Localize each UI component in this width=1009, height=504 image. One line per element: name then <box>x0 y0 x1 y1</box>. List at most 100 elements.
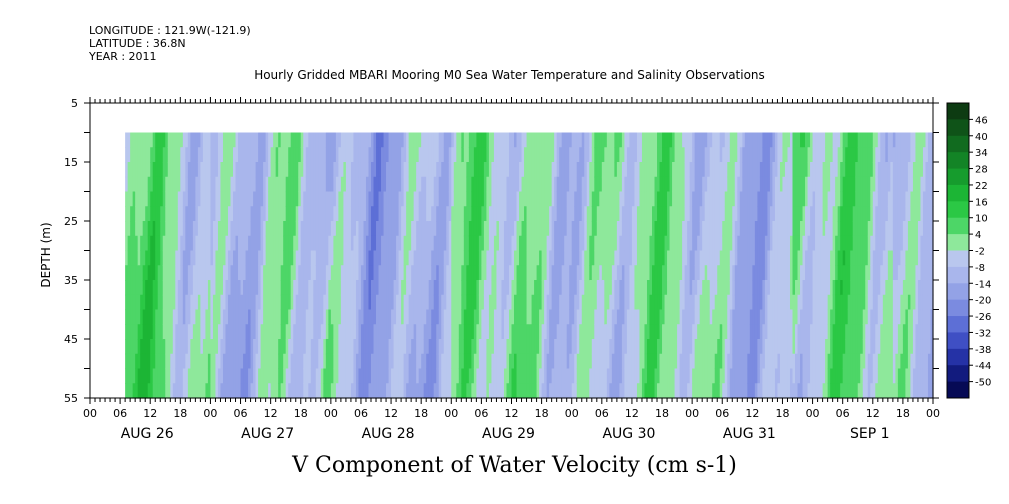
heatmap-cell <box>674 235 678 252</box>
heatmap-cell <box>769 147 774 163</box>
heatmap-cell <box>644 250 648 266</box>
heatmap-cell <box>127 206 131 222</box>
heatmap-cell <box>315 368 319 384</box>
heatmap-cell <box>433 176 437 193</box>
heatmap-cell <box>411 176 415 193</box>
heatmap-cell <box>789 235 794 252</box>
heatmap-cell <box>468 309 472 325</box>
heatmap-cell <box>285 280 289 296</box>
heatmap-cell <box>483 309 488 325</box>
heatmap-cell <box>418 265 422 281</box>
heatmap-cell <box>784 324 789 340</box>
heatmap-cell <box>182 132 186 148</box>
heatmap-cell <box>265 147 269 163</box>
heatmap-cell <box>649 132 653 148</box>
heatmap-cell <box>762 132 766 148</box>
heatmap-cell <box>737 324 741 340</box>
heatmap-cell <box>707 235 711 252</box>
heatmap-cell <box>308 147 312 163</box>
heatmap-cell <box>368 368 372 384</box>
heatmap-cell <box>125 132 129 148</box>
heatmap-cell <box>659 383 663 399</box>
heatmap-cell <box>717 339 721 355</box>
heatmap-cell <box>182 324 186 340</box>
heatmap-cell <box>130 206 134 222</box>
heatmap-cell <box>396 250 400 266</box>
heatmap-cell <box>521 265 525 281</box>
heatmap-cell <box>310 353 314 370</box>
heatmap-cell <box>684 147 688 163</box>
heatmap-cell <box>529 368 533 384</box>
heatmap-cell <box>551 176 555 193</box>
heatmap-cell <box>744 339 748 355</box>
heatmap-cell <box>646 176 651 193</box>
heatmap-cell <box>383 339 387 355</box>
heatmap-cell <box>559 176 563 193</box>
heatmap-cell <box>391 147 395 163</box>
heatmap-cell <box>714 235 718 252</box>
heatmap-cell <box>657 368 661 384</box>
heatmap-cell <box>263 309 267 325</box>
heatmap-cell <box>767 368 771 384</box>
heatmap-cell <box>461 280 465 296</box>
heatmap-cell <box>250 162 254 178</box>
heatmap-cell <box>561 206 565 222</box>
heatmap-cell <box>714 191 718 207</box>
heatmap-cell <box>729 383 733 399</box>
heatmap-cell <box>313 132 317 148</box>
heatmap-cell <box>508 147 513 163</box>
heatmap-cell <box>368 280 372 296</box>
heatmap-cell <box>546 221 550 237</box>
heatmap-cell <box>142 280 146 296</box>
heatmap-cell <box>416 280 420 296</box>
heatmap-cell <box>652 132 656 148</box>
heatmap-cell <box>737 235 741 252</box>
heatmap-cell <box>699 221 703 237</box>
heatmap-cell <box>463 309 467 325</box>
heatmap-cell <box>541 176 545 193</box>
heatmap-cell <box>200 147 204 163</box>
heatmap-cell <box>586 147 590 163</box>
heatmap-cell <box>250 191 254 207</box>
heatmap-cell <box>549 162 553 178</box>
heatmap-cell <box>734 206 738 222</box>
heatmap-cell <box>263 368 267 384</box>
heatmap-cell <box>571 132 575 148</box>
heatmap-cell <box>719 235 723 252</box>
heatmap-cell <box>589 221 593 237</box>
heatmap-cell <box>388 221 392 237</box>
heatmap-cell <box>298 162 302 178</box>
heatmap-cell <box>556 324 560 340</box>
heatmap-cell <box>486 147 490 163</box>
heatmap-cell <box>310 280 314 296</box>
heatmap-cell <box>646 383 651 399</box>
heatmap-cell <box>742 280 746 296</box>
heatmap-cell <box>207 206 212 222</box>
heatmap-cell <box>784 353 789 370</box>
heatmap-cell <box>403 309 407 325</box>
heatmap-cell <box>238 368 242 384</box>
heatmap-cell <box>606 265 610 281</box>
heatmap-cell <box>448 221 452 237</box>
heatmap-cell <box>393 280 397 296</box>
heatmap-cell <box>418 368 422 384</box>
heatmap-cell <box>185 250 189 266</box>
heatmap-cell <box>659 176 663 193</box>
heatmap-cell <box>217 280 222 296</box>
heatmap-cell <box>373 176 377 193</box>
heatmap-cell <box>280 176 284 193</box>
heatmap-cell <box>514 265 518 281</box>
longitude-label: LONGITUDE : 121.9W(-121.9) <box>89 24 251 37</box>
heatmap-cell <box>360 162 365 178</box>
heatmap-cell <box>162 162 166 178</box>
heatmap-cell <box>305 280 309 296</box>
heatmap-cell <box>697 162 701 178</box>
heatmap-cell <box>672 294 676 311</box>
heatmap-cell <box>235 191 239 207</box>
heatmap-cell <box>529 132 533 148</box>
heatmap-cell <box>318 353 322 370</box>
heatmap-cell <box>140 368 144 384</box>
heatmap-cell <box>345 176 350 193</box>
heatmap-cell <box>549 353 553 370</box>
heatmap-cell <box>589 353 593 370</box>
